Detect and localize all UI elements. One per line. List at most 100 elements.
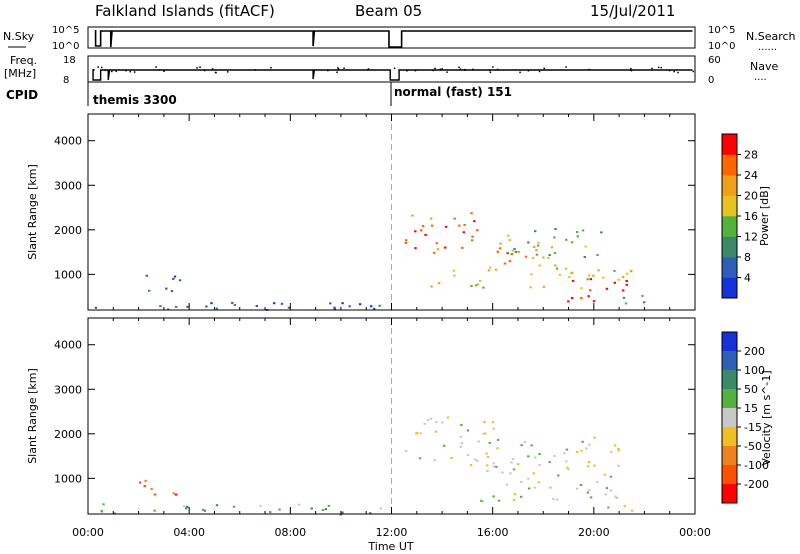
- heatmap-cell: [462, 231, 465, 234]
- heatmap-cell: [203, 509, 206, 512]
- freq-panel-frame: [87, 55, 696, 83]
- nave-point: [519, 71, 521, 74]
- heatmap-cell: [580, 287, 583, 290]
- heatmap-cell: [597, 269, 600, 272]
- power-panel: 1000 2000 3000 4000 Slant Range [km]: [26, 113, 696, 311]
- nave-point: [660, 66, 662, 69]
- heatmap-cell: [444, 225, 448, 228]
- x-tick-label: 04:00: [173, 526, 205, 539]
- heatmap-cell: [341, 302, 344, 305]
- heatmap-cell: [600, 231, 603, 234]
- nave-point: [270, 67, 272, 69]
- frequency-line: [92, 69, 693, 81]
- heatmap-cell: [459, 435, 463, 438]
- heatmap-cell: [567, 300, 570, 303]
- heatmap-cell: [596, 254, 599, 256]
- heatmap-cell: [568, 276, 571, 278]
- power-y-ticks: 1000 2000 3000 4000: [54, 135, 695, 281]
- heatmap-cell: [373, 307, 376, 310]
- heatmap-cell: [458, 224, 461, 227]
- heatmap-cell: [144, 479, 147, 482]
- heatmap-cell: [436, 248, 440, 251]
- y-tick-label: 4000: [54, 135, 82, 148]
- heatmap-cell: [520, 480, 523, 483]
- x-tick-label: 08:00: [274, 526, 306, 539]
- nave-point: [129, 70, 131, 73]
- nave-point: [226, 71, 229, 73]
- heatmap-cell: [527, 487, 531, 490]
- x-tick-label: 00:00: [72, 526, 104, 539]
- heatmap-cell: [614, 495, 617, 498]
- colorbar-tick-label: 12: [744, 231, 758, 244]
- heatmap-cell: [378, 304, 381, 307]
- heatmap-cell: [555, 267, 559, 270]
- freq-left-tick-top: 18: [63, 55, 76, 66]
- x-axis-label: Time UT: [367, 540, 413, 553]
- heatmap-cell: [94, 306, 98, 309]
- heatmap-cell: [482, 286, 485, 289]
- heatmap-cell: [581, 440, 584, 443]
- heatmap-cell: [434, 430, 438, 433]
- heatmap-cell: [533, 245, 536, 248]
- freq-left-label-2: [MHz]: [4, 67, 36, 80]
- sky-count-line: [94, 30, 693, 48]
- heatmap-cell: [215, 504, 219, 507]
- heatmap-cell: [579, 484, 583, 486]
- nave-point: [343, 67, 345, 69]
- heatmap-cell: [411, 214, 414, 217]
- heatmap-cell: [485, 452, 488, 455]
- nave-point: [158, 69, 161, 71]
- nave-point: [337, 68, 340, 70]
- heatmap-cell: [513, 247, 516, 250]
- sky-right-tick-top: 10^5: [708, 25, 735, 36]
- heatmap-cell: [339, 513, 342, 516]
- nave-point: [441, 68, 443, 70]
- heatmap-cell: [437, 282, 441, 285]
- power-colorbar: 4 8 12 16 20 24 28 Power [dB]: [721, 133, 771, 299]
- heatmap-cell: [512, 468, 516, 471]
- heatmap-cell: [494, 268, 498, 271]
- heatmap-cell: [418, 457, 422, 460]
- heatmap-cell: [486, 455, 490, 458]
- heatmap-cell: [479, 280, 482, 282]
- velocity-colorbar-label: Velocity [m s^-1]: [760, 370, 773, 465]
- heatmap-cell: [471, 235, 474, 238]
- heatmap-cell: [583, 256, 586, 258]
- heatmap-cell: [210, 302, 213, 305]
- y-tick-label: 2000: [54, 428, 82, 441]
- nave-point: [203, 69, 206, 72]
- heatmap-cell: [625, 280, 628, 282]
- heatmap-cell: [593, 464, 596, 467]
- nave-point: [538, 70, 541, 73]
- freq-right-label: Nave: [750, 60, 778, 73]
- heatmap-cell: [416, 431, 419, 434]
- colorbar-swatch: [722, 389, 737, 409]
- colorbar-swatch: [722, 370, 737, 390]
- heatmap-cell: [477, 440, 480, 443]
- nave-point: [337, 67, 339, 69]
- colorbar-swatch: [722, 427, 737, 447]
- colorbar-tick-label: 50: [744, 383, 758, 396]
- heatmap-cell: [580, 449, 583, 452]
- nave-point: [101, 66, 103, 69]
- colorbar-tick-label: -15: [744, 421, 762, 434]
- heatmap-cell: [159, 305, 162, 308]
- sky-left-tick-top: 10^5: [52, 25, 79, 36]
- heatmap-cell: [469, 464, 473, 466]
- heatmap-cell: [201, 508, 205, 511]
- heatmap-cell: [537, 241, 540, 244]
- velocity-y-ticks: 1000 2000 3000 4000: [54, 339, 695, 485]
- heatmap-cell: [102, 503, 105, 506]
- heatmap-cell: [348, 305, 351, 308]
- heatmap-cell: [508, 260, 512, 263]
- heatmap-cell: [463, 223, 466, 226]
- heatmap-cell: [534, 456, 537, 459]
- heatmap-cell: [553, 236, 556, 239]
- heatmap-cell: [507, 234, 510, 237]
- colorbar-swatch: [722, 465, 737, 485]
- heatmap-cell: [153, 509, 156, 512]
- velocity-y-axis-label: Slant Range [km]: [26, 368, 39, 464]
- heatmap-cell: [537, 481, 540, 484]
- heatmap-cell: [474, 458, 477, 461]
